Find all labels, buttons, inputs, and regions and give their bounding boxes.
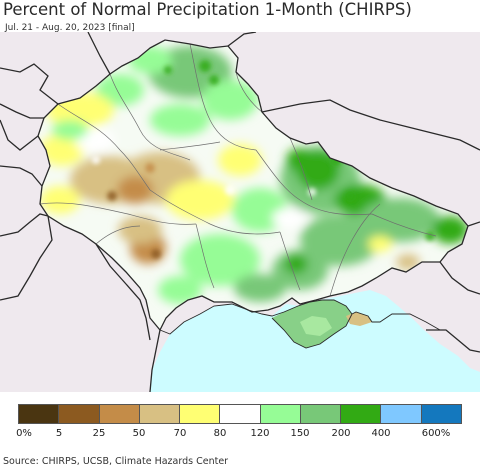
- coastline: [159, 299, 441, 349]
- legend-label: 25: [92, 428, 106, 439]
- legend-swatch: [19, 405, 60, 423]
- legend-label: 0%: [16, 428, 32, 439]
- legend-swatch: [99, 405, 140, 423]
- legend-swatch: [260, 405, 301, 423]
- map-area: [0, 32, 480, 392]
- legend-label: 70: [173, 428, 187, 439]
- legend-label: 5: [55, 428, 63, 439]
- legend-swatch: [59, 405, 100, 423]
- legend-swatch: [300, 405, 342, 423]
- legend-swatch: [421, 405, 461, 423]
- legend-label: 150: [290, 428, 310, 439]
- source-credit: Source: CHIRPS, UCSB, Climate Hazards Ce…: [3, 456, 229, 467]
- legend-swatch: [381, 405, 422, 423]
- legend-swatch: [341, 405, 382, 423]
- legend-label: 400: [371, 428, 391, 439]
- legend-label: 50: [132, 428, 146, 439]
- legend-label: 120: [250, 428, 270, 439]
- legend-swatch: [220, 405, 261, 423]
- legend-label: 600%: [421, 428, 451, 439]
- legend-swatch: [180, 405, 221, 423]
- country-borders: [0, 32, 480, 392]
- map-subtitle: Jul. 21 - Aug. 20, 2023 [final]: [5, 23, 135, 33]
- legend-swatch: [139, 405, 181, 423]
- precipitation-map: [0, 32, 480, 392]
- map-title: Percent of Normal Precipitation 1-Month …: [3, 0, 412, 19]
- legend-label: 80: [213, 428, 227, 439]
- legend-label: 200: [331, 428, 351, 439]
- oblast-boundaries: [39, 43, 437, 297]
- legend-labels: 0% 5 25 50 70 80 120 150 200 400 600%: [0, 428, 480, 442]
- legend-color-bar: [18, 404, 462, 424]
